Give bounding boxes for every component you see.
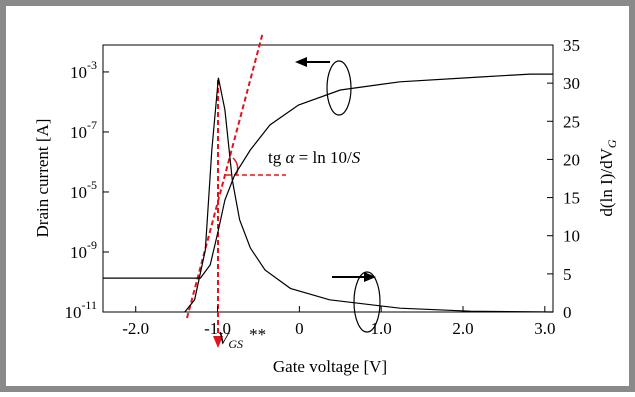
arrowhead-left xyxy=(295,57,307,67)
y-tick-exponent: -11 xyxy=(81,298,97,312)
y2-tick-label: 0 xyxy=(563,303,572,322)
y-tick-base: 10 xyxy=(70,123,87,142)
y-tick-base: 10 xyxy=(70,243,87,262)
y-tick-base: 10 xyxy=(64,303,81,322)
y2-tick-label: 20 xyxy=(563,150,580,169)
y-tick-exponent: -3 xyxy=(87,58,97,72)
y-tick-exponent: -5 xyxy=(87,178,97,192)
series-line xyxy=(103,73,553,279)
y-tick-exponent: -7 xyxy=(87,118,97,132)
arrowhead-right xyxy=(364,272,376,282)
y2-tick-label: 30 xyxy=(563,74,580,93)
y-tick-base: 10 xyxy=(70,63,87,82)
x-tick-label: -1.0 xyxy=(204,319,231,338)
x-tick-label: -2.0 xyxy=(122,319,149,338)
angle-arc xyxy=(232,157,239,176)
plot-box xyxy=(102,44,554,313)
y2-tick-label: 5 xyxy=(563,265,572,284)
y-tick-label: 10-3 xyxy=(70,58,97,82)
y2-tick-label: 35 xyxy=(563,36,580,55)
slope-annotation: tg α = ln 10/S xyxy=(268,148,361,167)
y2-axis-label: d(ln I)/dVG xyxy=(597,139,619,216)
tangent-line xyxy=(186,31,264,319)
x-tick-label: 2.0 xyxy=(452,319,473,338)
vgs-arrowhead xyxy=(213,336,223,348)
y-tick-base: 10 xyxy=(70,183,87,202)
y-tick-label: 10-11 xyxy=(64,298,97,322)
y-axis-label: Drain current [A] xyxy=(33,119,52,238)
vgs-annotation: VGS ** xyxy=(218,325,266,351)
x-tick-label: 3.0 xyxy=(534,319,555,338)
y-tick-label: 10-5 xyxy=(70,178,97,202)
annotations xyxy=(186,31,381,348)
y-tick-exponent: -9 xyxy=(87,238,97,252)
x-tick-label: 0 xyxy=(295,319,304,338)
y-tick-label: 10-7 xyxy=(70,118,97,142)
y2-tick-label: 15 xyxy=(563,189,580,208)
x-axis-label: Gate voltage [V] xyxy=(273,357,387,376)
series-line xyxy=(184,77,554,313)
y2-tick-label: 25 xyxy=(563,112,580,131)
y2-tick-label: 10 xyxy=(563,227,580,246)
x-tick-label: 1.0 xyxy=(371,319,392,338)
y-tick-label: 10-9 xyxy=(70,238,97,262)
ellipse-lower xyxy=(353,271,381,333)
